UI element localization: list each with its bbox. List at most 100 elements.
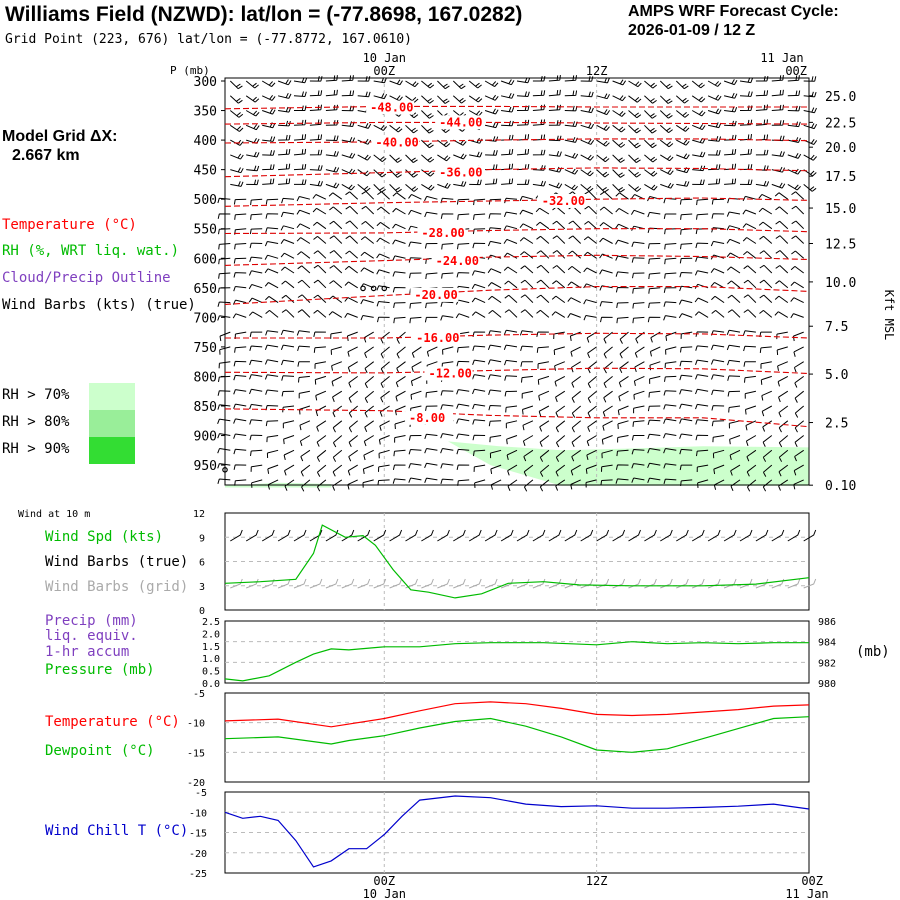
wind-barb bbox=[726, 225, 741, 231]
wind-barb bbox=[679, 403, 693, 409]
pressure-ytick-label: 986 bbox=[818, 617, 836, 628]
wind-barb bbox=[631, 463, 645, 469]
wind-ytick-label: 3 bbox=[199, 582, 205, 593]
wind-barb bbox=[521, 390, 534, 399]
wind-barb bbox=[346, 331, 358, 341]
wind-barb bbox=[778, 449, 789, 462]
wind-barb bbox=[424, 448, 438, 454]
wind-barb bbox=[679, 389, 693, 395]
wind-barb bbox=[571, 390, 582, 403]
wind-barb bbox=[663, 287, 677, 293]
wind-barb bbox=[233, 433, 247, 439]
wind-barbs-field bbox=[217, 75, 818, 492]
wind-barb bbox=[278, 163, 291, 171]
wind-barb bbox=[297, 309, 311, 318]
wind-barb bbox=[761, 390, 773, 401]
wind-barb bbox=[245, 95, 260, 103]
wind-barb bbox=[707, 80, 722, 87]
wind-barb bbox=[411, 361, 422, 373]
wind-barb bbox=[488, 310, 502, 318]
wind-barb bbox=[250, 449, 263, 456]
wind-barb bbox=[726, 329, 741, 335]
wind-barb bbox=[297, 265, 311, 274]
wind-barb bbox=[313, 264, 327, 274]
wind-barb bbox=[675, 80, 689, 90]
legend-rh90-label: RH > 90% bbox=[2, 441, 70, 457]
wind-barb bbox=[793, 346, 804, 357]
wind-barb bbox=[489, 435, 502, 443]
wind-barb bbox=[743, 294, 757, 303]
wind-barb bbox=[793, 479, 804, 490]
wind-barb bbox=[759, 250, 773, 259]
wind-barb bbox=[489, 449, 502, 459]
isotherm-label-bg-4 bbox=[537, 193, 586, 208]
wind-barb bbox=[571, 435, 582, 448]
windchill-ytick-label: -20 bbox=[189, 849, 207, 860]
pressure-tick-label: 650 bbox=[194, 282, 217, 297]
wind-barb bbox=[332, 464, 343, 477]
wind-barb bbox=[603, 376, 613, 389]
wind-barb bbox=[615, 464, 629, 470]
wind-barb bbox=[217, 418, 231, 424]
wind-barb bbox=[743, 309, 757, 318]
wind-barb bbox=[341, 152, 356, 159]
wind-barb bbox=[516, 77, 531, 84]
temp-ytick-label: -5 bbox=[193, 689, 205, 700]
wind-barb bbox=[421, 80, 435, 89]
wind-barb bbox=[501, 149, 514, 156]
pressure-tick-label: 500 bbox=[194, 193, 217, 208]
wind-barb bbox=[408, 193, 422, 200]
wind-barb bbox=[233, 464, 247, 470]
wind-barb bbox=[644, 124, 657, 134]
wind-barb bbox=[325, 135, 339, 141]
wind-barb bbox=[442, 346, 454, 355]
wind-barb bbox=[250, 213, 263, 220]
wind-barb bbox=[659, 110, 673, 119]
wind-barb bbox=[596, 93, 610, 100]
wind-barb bbox=[504, 294, 518, 303]
wind-barb-grid bbox=[484, 578, 498, 589]
wind-barb bbox=[777, 361, 788, 371]
wind-barb bbox=[411, 346, 422, 358]
wind-barb bbox=[580, 123, 595, 129]
wind-barb bbox=[440, 404, 454, 410]
wind-barb bbox=[771, 89, 784, 97]
pressure-tick-label: 350 bbox=[194, 105, 217, 120]
wind-barb bbox=[564, 168, 579, 175]
wind-barb bbox=[293, 134, 307, 141]
wind-barb bbox=[633, 375, 645, 386]
wind-barb bbox=[596, 109, 611, 116]
wind-barb bbox=[552, 235, 566, 244]
wind-barb bbox=[233, 198, 247, 205]
wind-barb bbox=[347, 346, 358, 357]
wind-barb bbox=[332, 449, 343, 462]
wind-barb bbox=[472, 345, 486, 351]
wind-barb bbox=[745, 420, 757, 431]
wind-barb bbox=[329, 206, 343, 215]
wind-barb bbox=[664, 272, 677, 279]
wind-barb-grid bbox=[293, 578, 307, 589]
wind-barb bbox=[762, 449, 773, 462]
wind-barb bbox=[790, 281, 804, 289]
wind-barb bbox=[694, 311, 709, 318]
wind-barb bbox=[233, 403, 247, 409]
wind-barb bbox=[373, 184, 386, 193]
wind-barb bbox=[647, 211, 661, 218]
wind-barb bbox=[230, 167, 244, 174]
wind-barb bbox=[396, 346, 406, 359]
wind-barb bbox=[532, 104, 545, 111]
wind-barb bbox=[325, 166, 340, 173]
wind-barb bbox=[570, 479, 581, 490]
wind-barb bbox=[245, 110, 260, 117]
wind-barb bbox=[328, 295, 343, 303]
isotherm-line-7 bbox=[224, 286, 810, 305]
wind-barb bbox=[695, 374, 709, 380]
wind-barb bbox=[791, 205, 805, 215]
wind-barb bbox=[328, 311, 343, 318]
wind-barb bbox=[774, 295, 789, 304]
wind-barb bbox=[616, 302, 629, 308]
wind-barb bbox=[389, 124, 403, 133]
wind-barb bbox=[325, 182, 340, 189]
wind-barb bbox=[570, 346, 581, 357]
wind-barb bbox=[395, 375, 406, 388]
